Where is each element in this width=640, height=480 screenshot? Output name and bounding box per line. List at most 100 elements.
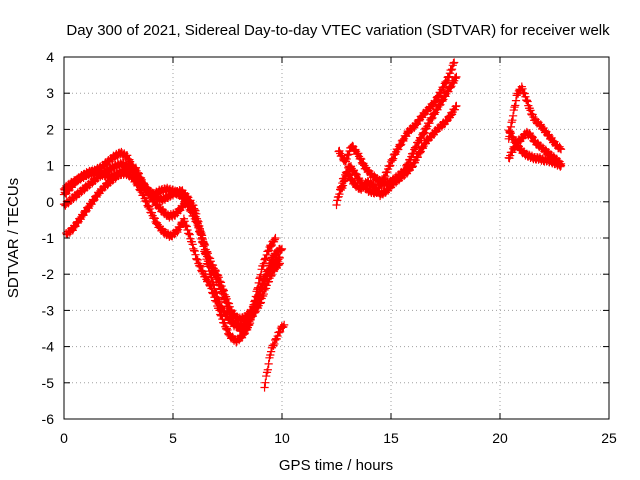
data-point: [215, 297, 224, 306]
data-point: [441, 77, 450, 87]
data-point: [181, 221, 190, 230]
data-point: [187, 203, 196, 212]
data-point: [344, 170, 353, 179]
data-point: [196, 230, 205, 239]
data-point: [407, 163, 417, 172]
data-point: [219, 289, 228, 299]
x-tick-labels: 0 5 10 15 20 25: [60, 430, 617, 446]
data-point: [402, 132, 411, 141]
data-point: [275, 259, 284, 268]
data-point: [262, 250, 271, 260]
data-point: [259, 259, 268, 268]
data-point: [277, 245, 286, 254]
data-point: [260, 255, 269, 264]
data-point: [267, 347, 276, 356]
data-point: [150, 213, 159, 222]
data-point: [183, 225, 192, 235]
data-point: [260, 285, 269, 295]
data-point: [418, 143, 427, 152]
data-point: [508, 116, 517, 125]
data-point: [197, 234, 206, 244]
y-tick-label: -4: [42, 339, 55, 355]
y-tick-label: -1: [42, 230, 55, 246]
data-point: [240, 330, 249, 339]
data-point: [185, 197, 194, 206]
data-point: [253, 285, 262, 294]
data-point: [134, 169, 143, 178]
data-point: [511, 101, 520, 110]
data-point: [198, 238, 207, 247]
data-point: [450, 58, 459, 67]
data-point: [556, 144, 565, 153]
data-point: [438, 96, 447, 106]
data-point: [383, 167, 392, 177]
data-point: [518, 84, 527, 93]
data-point: [273, 331, 282, 341]
data-point: [216, 281, 225, 290]
data-point: [197, 237, 207, 247]
data-point: [343, 151, 352, 160]
y-tick-label: 4: [46, 49, 54, 65]
data-point: [450, 105, 460, 114]
data-point: [264, 359, 273, 368]
data-point: [275, 327, 285, 336]
data-point: [261, 284, 271, 293]
data-point: [274, 252, 284, 262]
data-point: [259, 289, 268, 299]
data-point: [425, 119, 434, 128]
data-point: [219, 293, 228, 303]
y-tick-label: 2: [46, 121, 54, 137]
data-point: [190, 246, 199, 256]
data-point: [200, 249, 210, 258]
data-point: [256, 298, 266, 307]
data-point: [261, 378, 270, 387]
data-point: [134, 168, 143, 177]
data-point: [194, 223, 203, 232]
data-point: [199, 242, 208, 251]
data-point: [190, 209, 199, 218]
data-point: [263, 365, 272, 374]
data-point: [255, 274, 264, 283]
axis-ticks: [63, 56, 610, 420]
data-point: [242, 324, 251, 334]
data-point: [221, 295, 230, 304]
data-point: [184, 229, 194, 238]
data-point: [203, 276, 212, 285]
data-point: [192, 218, 202, 227]
data-point: [508, 111, 518, 120]
data-point: [344, 150, 353, 159]
data-point: [419, 129, 428, 139]
data-point: [335, 190, 344, 199]
data-point: [354, 174, 363, 184]
data-point: [226, 308, 235, 317]
data-point: [339, 177, 348, 186]
data-point: [442, 76, 452, 85]
data-point: [271, 233, 280, 243]
data-point: [389, 154, 398, 163]
chart-title: Day 300 of 2021, Sidereal Day-to-day VTE…: [66, 22, 610, 39]
series-arc-i: [504, 82, 566, 154]
data-point: [277, 244, 287, 253]
data-point: [342, 154, 351, 164]
data-point: [208, 279, 218, 289]
data-point: [446, 83, 455, 92]
data-point: [256, 299, 265, 308]
data-point: [394, 145, 403, 154]
data-point: [205, 267, 214, 276]
data-point: [150, 214, 159, 223]
data-point: [180, 217, 189, 226]
data-point: [352, 169, 361, 178]
data-point: [193, 255, 202, 265]
data-point: [556, 145, 566, 154]
data-point: [356, 154, 365, 163]
series-arc-g: [334, 72, 461, 189]
data-point: [398, 136, 407, 145]
data-point: [136, 174, 145, 183]
data-point: [212, 289, 221, 298]
y-tick-label: 1: [46, 158, 54, 174]
data-point: [264, 277, 274, 286]
data-point: [443, 73, 452, 82]
data-point: [354, 149, 363, 158]
data-point: [338, 181, 348, 190]
